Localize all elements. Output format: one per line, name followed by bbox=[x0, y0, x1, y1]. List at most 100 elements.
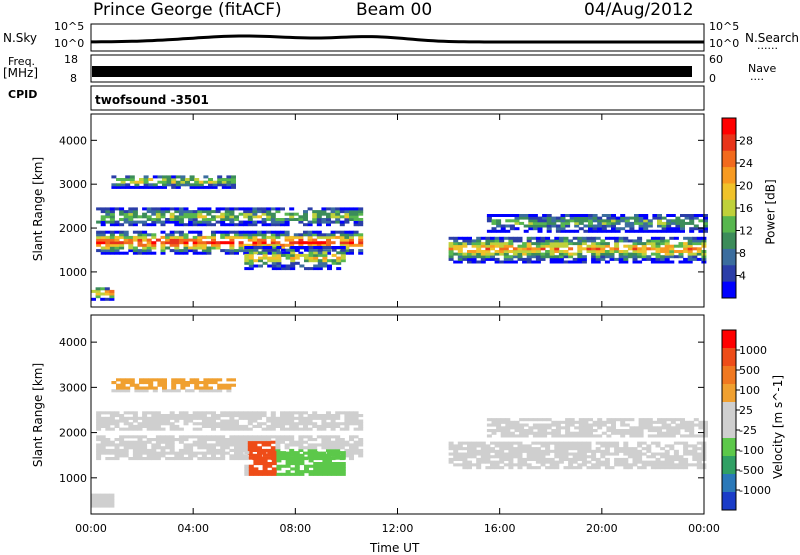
heatmap-cell bbox=[178, 241, 184, 245]
heatmap-cell bbox=[125, 389, 131, 393]
heatmap-cell bbox=[606, 418, 612, 422]
heatmap-cell bbox=[206, 424, 212, 428]
heatmap-cell bbox=[457, 447, 463, 451]
heatmap-cell bbox=[508, 447, 514, 451]
heatmap-cell bbox=[500, 434, 506, 438]
heatmap-cell bbox=[293, 416, 299, 420]
heatmap-cell bbox=[169, 233, 175, 237]
heatmap-cell bbox=[100, 215, 106, 219]
heatmap-cell bbox=[252, 419, 258, 423]
heatmap-cell bbox=[95, 496, 101, 500]
heatmap-cell bbox=[609, 444, 615, 448]
heatmap-cell bbox=[611, 423, 616, 427]
heatmap-cell bbox=[247, 448, 253, 452]
heatmap-cell bbox=[266, 243, 272, 247]
heatmap-cell bbox=[194, 180, 200, 184]
heatmap-cell bbox=[326, 435, 331, 439]
heatmap-cell bbox=[618, 255, 624, 259]
heatmap-cell bbox=[261, 443, 267, 447]
heatmap-cell bbox=[116, 183, 121, 187]
heatmap-cell bbox=[519, 434, 525, 438]
heatmap-cell bbox=[453, 455, 459, 459]
heatmap-cell bbox=[678, 460, 684, 464]
heatmap-cell bbox=[316, 218, 322, 221]
heatmap-cell bbox=[565, 420, 571, 424]
heatmap-cell bbox=[339, 223, 345, 227]
heatmap-cell bbox=[270, 230, 276, 234]
heatmap-cell bbox=[146, 457, 152, 461]
heatmap-cell bbox=[499, 247, 505, 251]
heatmap-cell bbox=[100, 501, 106, 505]
heatmap-cell bbox=[105, 419, 111, 423]
heatmap-cell bbox=[271, 467, 277, 471]
heatmap-cell bbox=[517, 455, 523, 459]
heatmap-cell bbox=[220, 223, 226, 227]
heatmap-cell bbox=[660, 236, 666, 240]
heatmap-cell bbox=[646, 455, 652, 459]
heatmap-cell bbox=[197, 416, 203, 420]
heatmap-cell bbox=[692, 242, 698, 246]
heatmap-cell bbox=[96, 416, 102, 420]
heatmap-cell bbox=[303, 411, 308, 415]
heatmap-cell bbox=[183, 215, 189, 219]
heatmap-cell bbox=[660, 466, 666, 470]
heatmap-cell bbox=[643, 423, 649, 427]
heatmap-cell bbox=[358, 419, 364, 423]
heatmap-cell bbox=[166, 178, 172, 181]
heatmap-cell bbox=[100, 424, 106, 428]
heatmap-cell bbox=[563, 449, 569, 453]
heatmap-cell bbox=[335, 414, 341, 418]
heatmap-cell bbox=[614, 452, 620, 456]
heatmap-cell bbox=[270, 446, 276, 450]
heatmap-cell bbox=[703, 426, 708, 430]
heatmap-cell bbox=[119, 235, 125, 239]
colorbar-tick-label: 100 bbox=[739, 384, 760, 397]
heatmap-cell bbox=[499, 441, 505, 445]
heatmap-cell bbox=[555, 434, 561, 438]
heatmap-cell bbox=[220, 411, 226, 415]
heatmap-cell bbox=[641, 247, 647, 251]
power-ylabel: Slant Range [km] bbox=[31, 156, 46, 262]
heatmap-cell bbox=[545, 447, 551, 451]
heatmap-cell bbox=[595, 255, 601, 259]
heatmap-cell bbox=[155, 207, 161, 211]
heatmap-cell bbox=[321, 438, 327, 442]
heatmap-cell bbox=[96, 243, 102, 247]
heatmap-cell bbox=[146, 249, 152, 253]
heatmap-cell bbox=[234, 249, 239, 253]
heatmap-cell bbox=[248, 248, 254, 252]
heatmap-cell bbox=[308, 259, 314, 263]
heatmap-cell bbox=[670, 219, 676, 223]
heatmap-cell bbox=[549, 441, 555, 445]
heatmap-cell bbox=[211, 416, 216, 420]
heatmap-cell bbox=[290, 259, 296, 263]
heatmap-cell bbox=[577, 447, 583, 451]
heatmap-cell bbox=[224, 212, 230, 216]
heatmap-cell bbox=[317, 462, 323, 466]
heatmap-cell bbox=[532, 227, 538, 231]
heatmap-cell bbox=[129, 178, 135, 181]
heatmap-cell bbox=[142, 235, 148, 239]
heatmap-cell bbox=[353, 416, 359, 420]
colorbar-swatch bbox=[722, 456, 736, 475]
heatmap-cell bbox=[554, 250, 560, 253]
heatmap-cell bbox=[104, 292, 110, 296]
heatmap-cell bbox=[128, 215, 134, 219]
heatmap-cell bbox=[303, 230, 308, 234]
heatmap-cell bbox=[321, 446, 327, 450]
heatmap-cell bbox=[252, 230, 258, 234]
heatmap-cell bbox=[471, 455, 477, 459]
heatmap-cell bbox=[294, 467, 300, 471]
heatmap-cell bbox=[675, 216, 681, 220]
heatmap-cell bbox=[554, 244, 560, 248]
heatmap-cell bbox=[206, 435, 212, 439]
heatmap-cell bbox=[316, 223, 322, 227]
heatmap-cell bbox=[519, 216, 525, 220]
heatmap-cell bbox=[206, 223, 212, 227]
heatmap-cell bbox=[512, 455, 518, 459]
heatmap-cell bbox=[632, 252, 638, 256]
heatmap-cell bbox=[155, 454, 161, 458]
heatmap-cell bbox=[600, 239, 606, 243]
heatmap-cell bbox=[494, 452, 500, 456]
heatmap-cell bbox=[462, 457, 468, 461]
